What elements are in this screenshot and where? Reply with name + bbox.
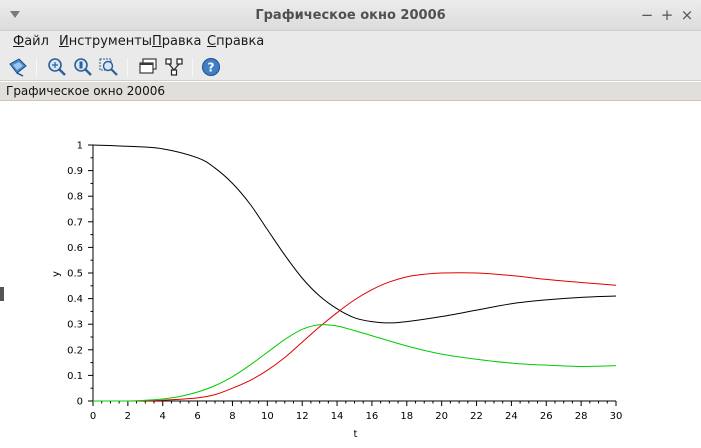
x-tick-label: 28 — [575, 411, 588, 422]
y-tick-label: 0.4 — [67, 294, 83, 305]
window-edge-marker — [0, 287, 4, 301]
plot-area[interactable]: 0 2 4 6 8 10 12 14 16 18 20 22 24 26 28 30 0 0.1 0.2 0.3 0.4… — [0, 102, 701, 448]
window-menu-icon[interactable] — [9, 10, 21, 20]
x-tick-label: 26 — [540, 411, 553, 422]
menu-tools[interactable]: Инструменты — [59, 34, 152, 49]
menu-help[interactable]: Справка — [207, 34, 264, 49]
window-title: Графическое окно 20006 — [255, 8, 446, 23]
toolbar: ? — [0, 53, 701, 81]
zoom-original-icon[interactable] — [72, 56, 94, 78]
x-tick-label: 16 — [366, 411, 379, 422]
axes — [88, 144, 617, 406]
menu-file-label: айл — [24, 34, 49, 49]
svg-text:?: ? — [208, 61, 215, 75]
y-tick-label: 0.6 — [67, 243, 83, 254]
title-bar[interactable]: Графическое окно 20006 − + × — [0, 0, 701, 31]
x-axis-label: t — [354, 429, 358, 440]
x-tick-label: 18 — [400, 411, 413, 422]
figure-label: Графическое окно 20006 — [6, 84, 165, 98]
close-button[interactable]: × — [680, 6, 694, 24]
help-icon[interactable]: ? — [200, 56, 222, 78]
figure-window-icon[interactable] — [137, 56, 159, 78]
x-tick-label: 4 — [160, 411, 166, 422]
y-tick-label: 0.8 — [67, 192, 83, 203]
y-tick-label: 1 — [77, 141, 83, 152]
x-tick-label: 10 — [261, 411, 274, 422]
x-tick-label: 2 — [125, 411, 131, 422]
menu-help-label: правка — [216, 34, 265, 49]
x-tick-label: 14 — [331, 411, 344, 422]
x-tick-label: 0 — [90, 411, 96, 422]
menu-tools-mnemonic: И — [59, 34, 69, 49]
curves — [92, 144, 617, 402]
red-series-line — [92, 272, 617, 402]
x-tick-label: 20 — [435, 411, 448, 422]
axis-labels: 0 2 4 6 8 10 12 14 16 18 20 22 24 26 28 3000.10.20.30.4… — [51, 141, 622, 441]
menu-edit-label: равка — [161, 34, 202, 49]
menu-edit-mnemonic: П — [152, 34, 162, 49]
y-tick-label: 0 — [77, 397, 83, 408]
rotate-icon[interactable] — [163, 56, 185, 78]
y-tick-label: 0.1 — [67, 371, 83, 382]
y-tick-label: 0.5 — [67, 269, 83, 280]
menu-file[interactable]: Файл — [13, 34, 49, 49]
y-axis-label: y — [51, 271, 62, 277]
line-chart[interactable]: 0 2 4 6 8 10 12 14 16 18 20 22 24 26 28 3000.10.20.30.4… — [0, 102, 701, 448]
y-tick-label: 0.9 — [67, 166, 83, 177]
menu-help-mnemonic: С — [207, 34, 217, 49]
datatip-icon[interactable] — [7, 56, 29, 78]
maximize-button[interactable]: + — [660, 6, 674, 24]
menu-edit[interactable]: Правка — [152, 34, 201, 49]
x-tick-label: 8 — [229, 411, 235, 422]
y-tick-label: 0.2 — [67, 345, 83, 356]
zoom-area-icon[interactable] — [98, 56, 120, 78]
zoom-icon[interactable] — [46, 56, 68, 78]
x-tick-label: 24 — [505, 411, 518, 422]
toolbar-separator — [192, 58, 193, 76]
x-tick-label: 30 — [610, 411, 623, 422]
menu-tools-label: нструменты — [68, 34, 153, 49]
minimize-button[interactable]: − — [640, 6, 654, 24]
black-series-line — [92, 144, 617, 324]
x-tick-label: 22 — [470, 411, 483, 422]
toolbar-separator — [127, 58, 128, 76]
green-series-line — [92, 324, 617, 402]
menu-bar: Файл Инструменты Правка Справка — [0, 31, 701, 53]
toolbar-separator — [36, 58, 37, 76]
menu-file-mnemonic: Ф — [13, 34, 25, 49]
x-tick-label: 12 — [296, 411, 309, 422]
y-tick-label: 0.3 — [67, 320, 83, 331]
figure-label-bar: Графическое окно 20006 — [0, 82, 701, 101]
x-tick-label: 6 — [194, 411, 200, 422]
y-tick-label: 0.7 — [67, 217, 83, 228]
